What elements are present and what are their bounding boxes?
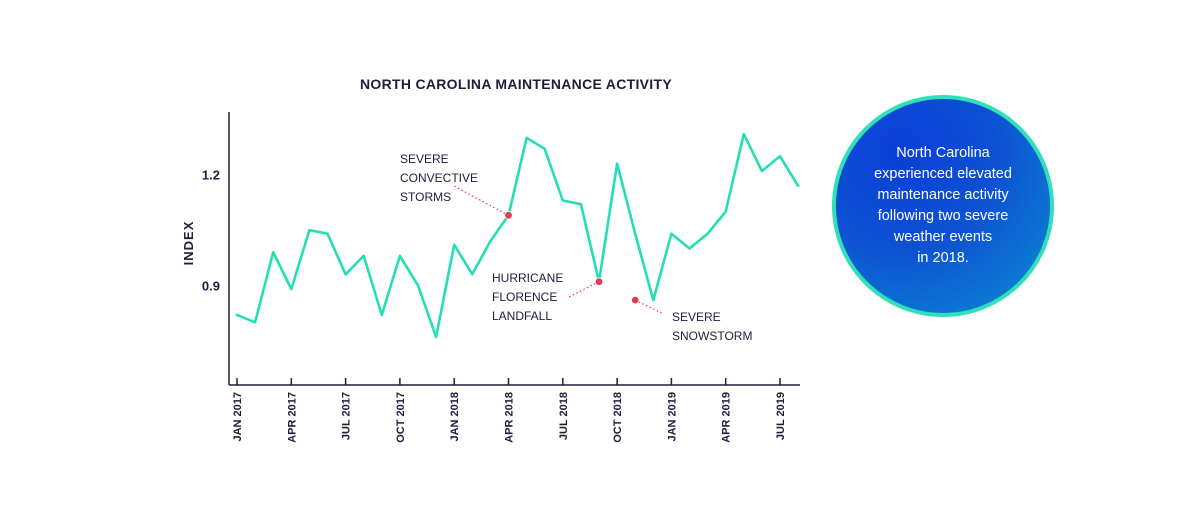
- annotation-line: STORMS: [400, 190, 451, 204]
- line-chart: NORTH CAROLINA MAINTENANCE ACTIVITY INDE…: [181, 76, 800, 443]
- callout-text: North Carolina experienced elevated main…: [853, 143, 1033, 269]
- x-tick-label: JAN 2019: [666, 392, 678, 442]
- annotation-line: CONVECTIVE: [400, 171, 478, 185]
- chart-title: NORTH CAROLINA MAINTENANCE ACTIVITY: [360, 76, 672, 92]
- x-tick-label: APR 2017: [286, 392, 298, 443]
- event-marker: [631, 295, 640, 305]
- annotation-line: SEVERE: [400, 152, 449, 166]
- callout-line: weather events: [893, 229, 993, 245]
- callout-circle: North Carolina experienced elevated main…: [832, 95, 1054, 317]
- x-ticks: JAN 2017 APR 2017 JUL 2017 OCT 2017 JAN 2018…: [232, 378, 787, 443]
- x-tick-label: OCT 2018: [612, 392, 624, 443]
- annotation-line: SEVERE: [672, 310, 721, 324]
- callout-line: in 2018.: [917, 250, 969, 266]
- event-marker: [504, 211, 513, 220]
- x-tick-label: JUL 2019: [775, 392, 787, 440]
- x-tick-label: APR 2018: [504, 392, 516, 443]
- y-tick-label: 0.9: [202, 278, 220, 293]
- x-tick-label: JUL 2017: [341, 392, 353, 440]
- annotation-line: FLORENCE: [492, 290, 557, 304]
- x-tick-label: JAN 2017: [232, 392, 244, 442]
- annotations: SEVERE CONVECTIVE STORMS HURRICANE FLORENCE L…: [400, 152, 752, 343]
- x-tick-label: JUL 2018: [558, 392, 570, 440]
- callout-line: North Carolina: [896, 145, 990, 161]
- event-marker: [594, 277, 604, 286]
- annotation-label: SEVERE SNOWSTORM: [672, 310, 752, 343]
- x-tick-label: APR 2019: [721, 392, 733, 443]
- y-tick-label: 1.2: [202, 168, 220, 183]
- annotation-line: LANDFALL: [492, 309, 552, 323]
- annotation-line: SNOWSTORM: [672, 329, 752, 343]
- annotation-leader: [634, 299, 665, 315]
- y-axis-label: INDEX: [181, 221, 196, 266]
- callout-line: maintenance activity: [877, 187, 1009, 203]
- x-tick-label: OCT 2017: [395, 392, 407, 443]
- annotation-leader: [566, 281, 600, 299]
- y-ticks: 0.9 1.2: [202, 168, 220, 294]
- callout-line: following two severe: [877, 208, 1009, 224]
- annotation-label: SEVERE CONVECTIVE STORMS: [400, 152, 478, 204]
- annotation-leader: [453, 185, 509, 216]
- annotation-line: HURRICANE: [492, 271, 563, 285]
- annotation-label: HURRICANE FLORENCE LANDFALL: [492, 271, 563, 323]
- callout-line: experienced elevated: [874, 166, 1012, 182]
- series-line: [235, 132, 800, 339]
- x-tick-label: JAN 2018: [449, 392, 461, 442]
- event-markers: [504, 211, 640, 305]
